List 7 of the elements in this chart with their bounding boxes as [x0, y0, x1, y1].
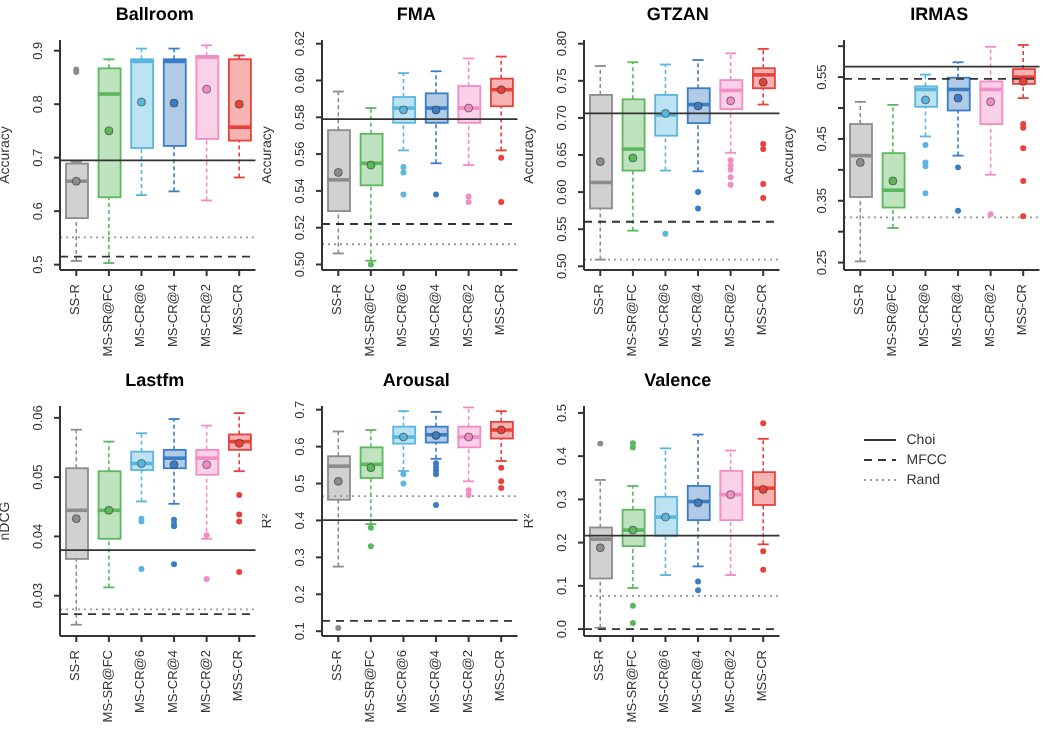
chart-title: GTZAN — [644, 2, 711, 24]
chart-title: IRMAS — [908, 2, 971, 24]
chart-title: Lastfm — [123, 368, 187, 390]
chart-title: FMA — [394, 2, 438, 24]
chart-title: Ballroom — [113, 2, 196, 24]
chart-title: Arousal — [380, 368, 452, 390]
chart-title: Valence — [642, 368, 714, 390]
